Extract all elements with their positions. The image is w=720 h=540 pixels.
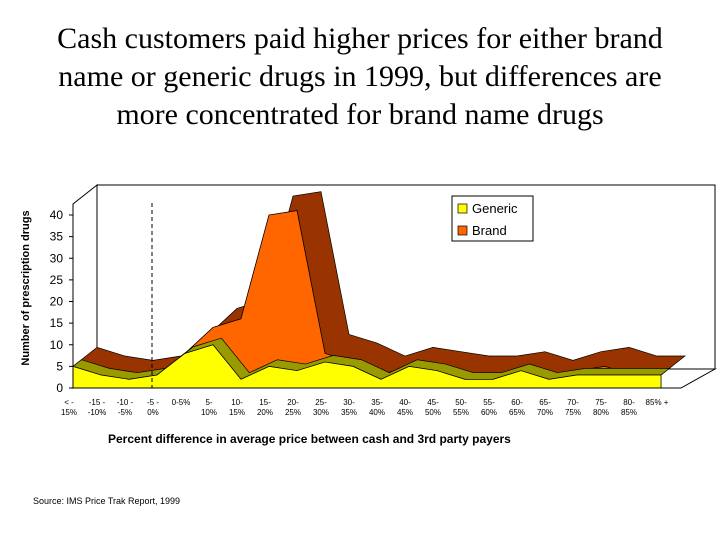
x-tick-label-19-1: 80% xyxy=(593,408,609,417)
chart-title: Cash customers paid higher prices for ei… xyxy=(0,20,720,134)
x-tick-label-0-1: 15% xyxy=(61,408,77,417)
x-tick-label-10-1: 35% xyxy=(341,408,357,417)
x-tick-label-15-1: 60% xyxy=(481,408,497,417)
x-tick-label-9-1: 30% xyxy=(313,408,329,417)
x-tick-label-1-0: -15 - xyxy=(89,398,106,407)
x-tick-label-14-0: 50- xyxy=(455,398,467,407)
x-tick-label-9-0: 25- xyxy=(315,398,327,407)
x-tick-label-20-1: 85% xyxy=(621,408,637,417)
x-tick-label-2-1: -5% xyxy=(118,408,132,417)
y-tick-label-25: 25 xyxy=(50,273,64,287)
y-tick-label-5: 5 xyxy=(56,359,63,373)
legend-swatch-brand xyxy=(457,225,468,236)
x-tick-label-18-0: 70- xyxy=(567,398,579,407)
legend-swatch-generic xyxy=(457,203,468,214)
x-tick-label-6-1: 15% xyxy=(229,408,245,417)
x-tick-label-8-0: 20- xyxy=(287,398,299,407)
x-tick-label-6-0: 10- xyxy=(231,398,243,407)
y-tick-label-0: 0 xyxy=(56,381,63,395)
x-tick-label-18-1: 75% xyxy=(565,408,581,417)
x-tick-label-13-1: 50% xyxy=(425,408,441,417)
x-tick-label-15-0: 55- xyxy=(483,398,495,407)
x-tick-label-16-0: 60- xyxy=(511,398,523,407)
x-tick-label-10-0: 30- xyxy=(343,398,355,407)
y-tick-label-30: 30 xyxy=(50,251,64,265)
x-tick-label-2-0: -10 - xyxy=(117,398,134,407)
x-tick-label-12-1: 45% xyxy=(397,408,413,417)
plot-back-wall xyxy=(96,184,716,370)
chart-title-line-3: more concentrated for brand name drugs xyxy=(116,98,604,131)
x-tick-label-16-1: 65% xyxy=(509,408,525,417)
y-tick-label-35: 35 xyxy=(50,230,64,244)
x-tick-label-0-0: < - xyxy=(64,398,74,407)
chart-title-line-2: name or generic drugs in 1999, but diffe… xyxy=(58,60,662,93)
chart-title-line-1: Cash customers paid higher prices for ei… xyxy=(57,22,663,55)
x-axis-title: Percent difference in average price betw… xyxy=(108,432,511,446)
x-tick-label-5-1: 10% xyxy=(201,408,217,417)
x-tick-label-7-0: 15- xyxy=(259,398,271,407)
x-tick-label-8-1: 25% xyxy=(285,408,301,417)
x-tick-label-12-0: 40- xyxy=(399,398,411,407)
x-tick-label-20-0: 80- xyxy=(623,398,635,407)
y-tick-label-10: 10 xyxy=(50,338,64,352)
source-note: Source: IMS Price Trak Report, 1999 xyxy=(33,496,181,506)
x-tick-label-7-1: 20% xyxy=(257,408,273,417)
x-tick-label-17-0: 65- xyxy=(539,398,551,407)
x-tick-label-4-0: 0-5% xyxy=(172,398,191,407)
x-tick-label-3-1: 0% xyxy=(147,408,159,417)
y-axis-title: Number of prescription drugs xyxy=(20,210,32,365)
x-tick-label-5-0: 5- xyxy=(205,398,212,407)
y-tick-label-20: 20 xyxy=(50,295,64,309)
y-tick-label-40: 40 xyxy=(50,208,64,222)
x-tick-label-19-0: 75- xyxy=(595,398,607,407)
x-tick-label-17-1: 70% xyxy=(537,408,553,417)
x-tick-label-1-1: -10% xyxy=(88,408,107,417)
legend-label-generic: Generic xyxy=(472,201,518,216)
x-tick-label-11-1: 40% xyxy=(369,408,385,417)
y-tick-label-15: 15 xyxy=(50,316,64,330)
legend-label-brand: Brand xyxy=(472,223,507,238)
x-tick-label-3-0: -5 - xyxy=(147,398,159,407)
series-generic-area xyxy=(72,344,662,389)
x-tick-label-14-1: 55% xyxy=(453,408,469,417)
x-tick-label-11-0: 35- xyxy=(371,398,383,407)
x-tick-label-13-0: 45- xyxy=(427,398,439,407)
x-tick-label-21-0: 85% + xyxy=(646,398,669,407)
